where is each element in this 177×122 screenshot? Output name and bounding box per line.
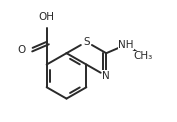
Text: O: O: [17, 45, 25, 55]
Text: CH₃: CH₃: [133, 51, 153, 61]
Text: N: N: [102, 71, 110, 81]
Text: S: S: [83, 37, 90, 47]
Text: OH: OH: [39, 12, 55, 22]
Text: NH: NH: [118, 40, 134, 50]
